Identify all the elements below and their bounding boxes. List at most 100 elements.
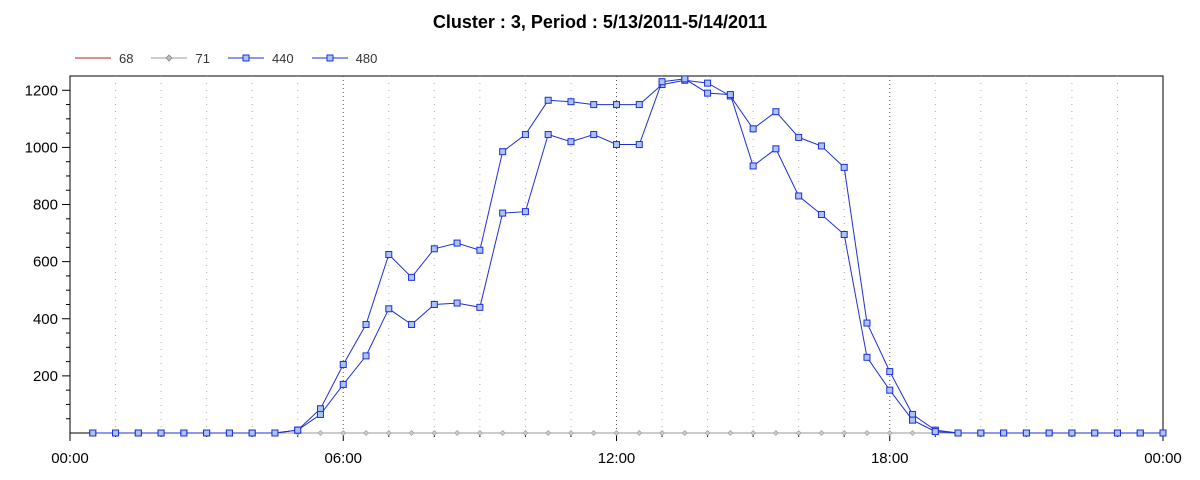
data-point-71 — [659, 430, 665, 436]
data-point-480 — [362, 352, 370, 360]
data-point-71 — [750, 430, 757, 436]
data-point-480 — [248, 429, 256, 437]
data-point-71 — [568, 430, 574, 436]
data-point-480 — [977, 429, 985, 437]
legend-item-440: 440 — [227, 50, 294, 66]
data-point-480 — [1000, 429, 1008, 437]
data-point-480 — [1113, 429, 1121, 437]
data-point-71 — [454, 430, 461, 436]
data-point-480 — [817, 211, 825, 219]
data-point-71 — [363, 430, 369, 436]
legend-swatch-68 — [75, 57, 111, 59]
series-line-440 — [92, 79, 1163, 434]
data-point-71 — [522, 430, 529, 436]
legend-swatch-71 — [151, 54, 188, 62]
data-point-480 — [840, 231, 848, 239]
legend: 68 71 440 480 — [75, 48, 395, 68]
legend-label-71: 71 — [195, 50, 210, 66]
data-point-480 — [408, 320, 416, 328]
data-point-480 — [590, 131, 598, 139]
data-point-440 — [567, 98, 575, 106]
data-point-480 — [795, 192, 803, 200]
data-point-480 — [294, 426, 302, 434]
data-point-71 — [613, 430, 620, 436]
data-point-71 — [476, 430, 483, 436]
data-point-440 — [704, 79, 712, 87]
legend-item-68: 68 — [75, 51, 133, 66]
data-point-480 — [1159, 429, 1167, 437]
data-point-440 — [544, 96, 552, 104]
data-point-480 — [635, 141, 643, 149]
data-point-480 — [271, 429, 279, 437]
data-point-480 — [613, 141, 620, 149]
data-point-480 — [430, 300, 438, 308]
data-point-71 — [317, 430, 324, 436]
data-point-440 — [453, 239, 461, 247]
data-point-480 — [339, 380, 347, 388]
y-tick-label: 1000 — [25, 139, 58, 156]
x-tick-label: 18:00 — [871, 450, 909, 467]
data-point-480 — [180, 429, 188, 437]
data-point-480 — [931, 428, 939, 436]
data-point-71 — [909, 430, 916, 436]
data-point-480 — [476, 303, 484, 311]
data-point-480 — [134, 429, 142, 437]
y-tick-label: 200 — [33, 368, 58, 385]
y-tick-label: 600 — [33, 254, 58, 271]
data-point-440 — [590, 101, 598, 109]
legend-item-480: 480 — [311, 50, 378, 66]
data-point-71 — [499, 430, 506, 436]
data-point-440 — [886, 368, 894, 376]
plot-frame — [69, 75, 1164, 434]
data-point-480 — [658, 78, 666, 86]
data-point-480 — [726, 91, 734, 99]
data-point-440 — [476, 246, 484, 254]
data-point-480 — [749, 162, 757, 170]
legend-label-440: 440 — [271, 50, 294, 66]
data-point-71 — [590, 430, 597, 436]
data-point-71 — [864, 430, 870, 436]
data-point-480 — [112, 429, 120, 437]
data-point-71 — [841, 430, 848, 436]
data-point-71 — [795, 430, 802, 436]
data-point-480 — [681, 75, 689, 83]
data-point-480 — [89, 429, 97, 437]
data-point-480 — [704, 89, 712, 97]
data-point-71 — [818, 430, 825, 436]
data-point-440 — [840, 163, 848, 171]
x-tick-label: 00:00 — [51, 450, 89, 467]
data-point-440 — [385, 251, 393, 258]
data-point-480 — [225, 429, 233, 437]
legend-label-480: 480 — [355, 50, 378, 66]
data-point-71 — [545, 430, 552, 436]
data-point-71 — [886, 430, 893, 436]
data-point-440 — [635, 101, 643, 109]
data-point-480 — [499, 209, 507, 217]
data-point-71 — [636, 430, 643, 436]
data-point-440 — [613, 101, 620, 109]
data-point-480 — [954, 429, 962, 437]
data-point-440 — [772, 108, 780, 116]
data-point-480 — [157, 429, 165, 437]
data-point-480 — [772, 145, 780, 153]
data-point-440 — [795, 133, 803, 141]
data-point-480 — [567, 138, 575, 146]
data-point-480 — [1045, 429, 1053, 437]
data-point-71 — [431, 430, 438, 436]
data-point-480 — [203, 429, 211, 437]
data-point-480 — [1091, 429, 1099, 437]
data-point-71 — [385, 430, 392, 436]
data-point-71 — [704, 430, 711, 436]
data-point-480 — [544, 131, 552, 139]
data-point-71 — [340, 430, 347, 436]
legend-item-71: 71 — [151, 50, 210, 66]
series-line-480 — [92, 78, 1163, 434]
y-tick-label: 800 — [33, 197, 58, 214]
data-point-480 — [863, 353, 871, 361]
x-tick-label: 00:00 — [1144, 450, 1182, 467]
data-point-440 — [749, 125, 757, 133]
data-point-480 — [1022, 429, 1030, 437]
data-point-480 — [521, 208, 529, 216]
y-tick-label: 400 — [33, 311, 58, 328]
